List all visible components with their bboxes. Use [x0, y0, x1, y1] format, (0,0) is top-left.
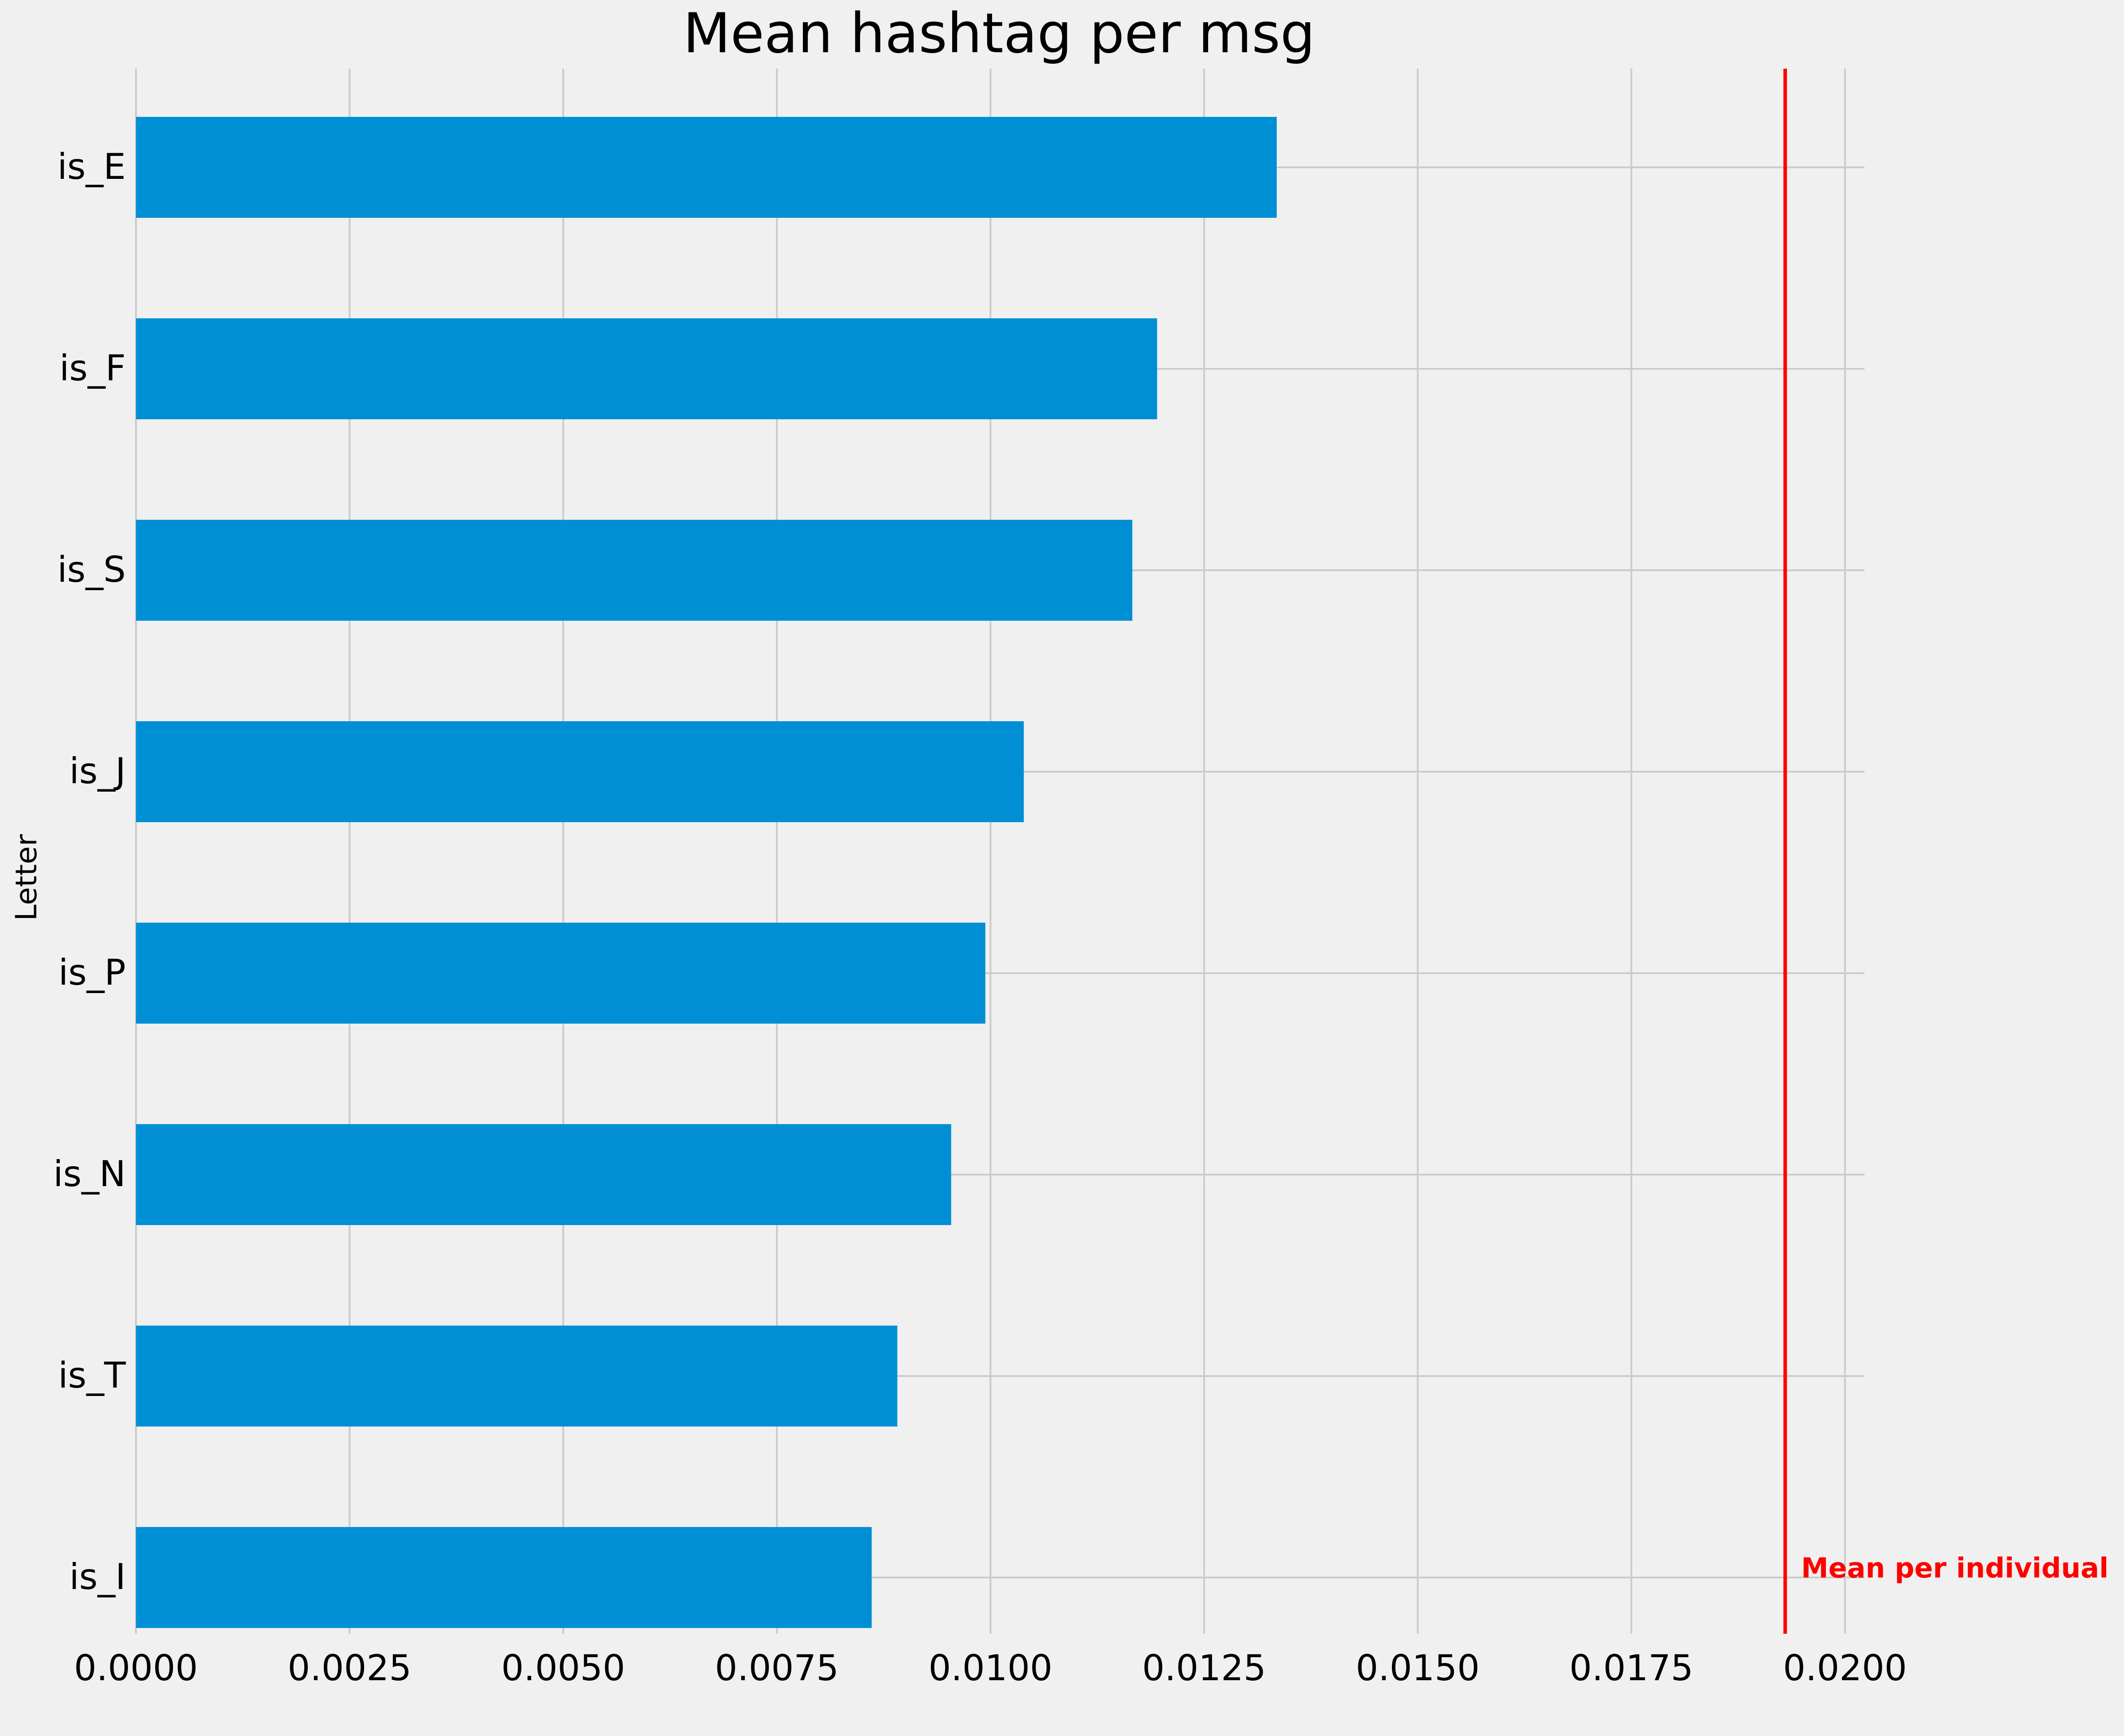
chart-title: Mean hashtag per msg	[683, 2, 1315, 66]
y-tick-label: is_T	[58, 1355, 126, 1396]
x-tick-label: 0.0000	[74, 1647, 198, 1689]
x-tick-labels: 0.0000 0.0025 0.0050 0.0075 0.0100 0.0125 0.01…	[74, 1647, 1907, 1689]
bar-is_T	[136, 1326, 898, 1427]
x-tick-label: 0.0050	[501, 1647, 625, 1689]
y-tick-label: is_P	[58, 952, 126, 993]
y-axis-label: Letter	[9, 834, 43, 921]
x-tick-label: 0.0125	[1142, 1647, 1266, 1689]
bar-is_E	[136, 117, 1277, 218]
y-tick-label: is_S	[57, 549, 126, 590]
y-tick-label: is_E	[58, 146, 126, 187]
y-tick-labels: is_E is_F is_S is_J is_P is_N is_T is_I	[53, 146, 126, 1597]
bar-is_J	[136, 721, 1024, 822]
reference-line-label: Mean per individual	[1801, 1552, 2108, 1584]
x-tick-label: 0.0075	[715, 1647, 839, 1689]
bar-is_F	[136, 318, 1157, 419]
bars	[136, 117, 1277, 1628]
y-tick-label: is_N	[53, 1153, 126, 1195]
x-tick-label: 0.0175	[1570, 1647, 1694, 1689]
bar-is_I	[136, 1527, 872, 1628]
y-tick-label: is_I	[70, 1556, 126, 1597]
bar-is_N	[136, 1124, 951, 1225]
x-tick-label: 0.0150	[1356, 1647, 1480, 1689]
x-tick-label: 0.0025	[287, 1647, 411, 1689]
bar-is_S	[136, 520, 1132, 621]
x-tick-label: 0.0200	[1783, 1647, 1907, 1689]
bar-is_P	[136, 923, 985, 1024]
x-tick-label: 0.0100	[929, 1647, 1053, 1689]
y-tick-label: is_J	[70, 750, 126, 792]
reference-line-group: Mean per individual	[1783, 69, 2108, 1634]
y-tick-label: is_F	[59, 348, 126, 389]
